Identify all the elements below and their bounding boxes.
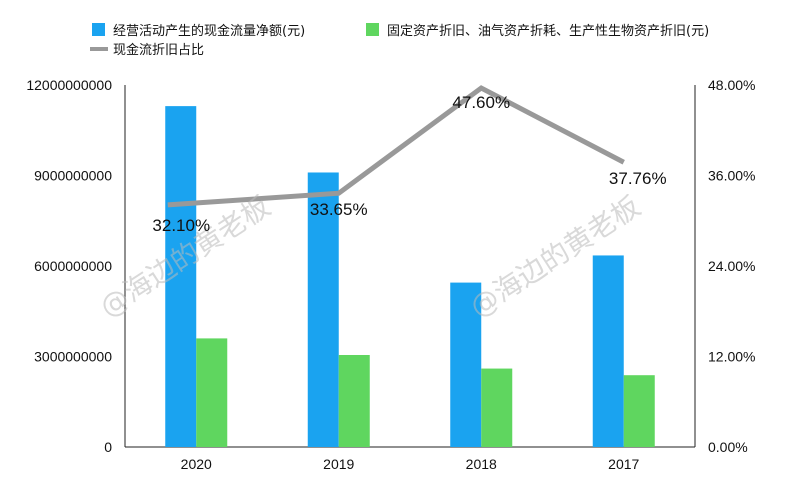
bar-series: [165, 106, 655, 447]
bar-operating-cash-flow: [307, 172, 339, 447]
left-axis-ticks: 0 3000000000 6000000000 9000000000 12000…: [26, 77, 112, 455]
bar-depreciation: [196, 338, 228, 447]
x-category-label: 2020: [181, 456, 212, 472]
ratio-data-label: 33.65%: [310, 200, 368, 219]
ratio-data-label: 37.76%: [609, 169, 667, 188]
ratio-line-series: [167, 85, 625, 208]
x-category-label: 2018: [466, 456, 497, 472]
legend-swatch-depreciation: [366, 23, 379, 36]
ratio-data-label: 32.10%: [152, 216, 210, 235]
x-category-label: 2017: [608, 456, 639, 472]
right-tick-label: 0.00%: [708, 439, 748, 455]
bar-depreciation: [481, 368, 513, 447]
left-tick-label: 12000000000: [26, 77, 112, 93]
legend-label-operating-cash-flow: 经营活动产生的现金流量净额(元): [113, 23, 305, 39]
right-tick-label: 48.00%: [708, 77, 755, 93]
left-tick-label: 3000000000: [34, 349, 112, 365]
left-tick-label: 6000000000: [34, 258, 112, 274]
bar-depreciation: [338, 354, 370, 447]
right-tick-label: 24.00%: [708, 258, 755, 274]
x-axis-category-labels: 2020 2019 2018 2017: [181, 456, 640, 472]
bar-depreciation: [623, 375, 655, 447]
left-tick-label: 0: [104, 439, 112, 455]
ratio-line: [167, 85, 625, 208]
legend-swatch-operating-cash-flow: [92, 23, 105, 36]
legend-label-depreciation: 固定资产折旧、油气资产折耗、生产性生物资产折旧(元): [387, 23, 709, 39]
legend: 经营活动产生的现金流量净额(元) 固定资产折旧、油气资产折耗、生产性生物资产折旧…: [90, 23, 709, 58]
x-category-label: 2019: [323, 456, 354, 472]
ratio-data-label: 47.60%: [452, 93, 510, 112]
ratio-data-labels: 32.10% 33.65% 47.60% 37.76%: [152, 93, 666, 235]
right-tick-label: 36.00%: [708, 168, 755, 184]
right-axis-ticks: 0.00% 12.00% 24.00% 36.00% 48.00%: [708, 77, 755, 455]
bar-operating-cash-flow: [450, 282, 482, 447]
legend-label-ratio: 现金流折旧占比: [113, 42, 204, 58]
bar-operating-cash-flow: [165, 106, 197, 447]
right-tick-label: 12.00%: [708, 349, 755, 365]
bar-operating-cash-flow: [592, 255, 624, 447]
left-tick-label: 9000000000: [34, 168, 112, 184]
